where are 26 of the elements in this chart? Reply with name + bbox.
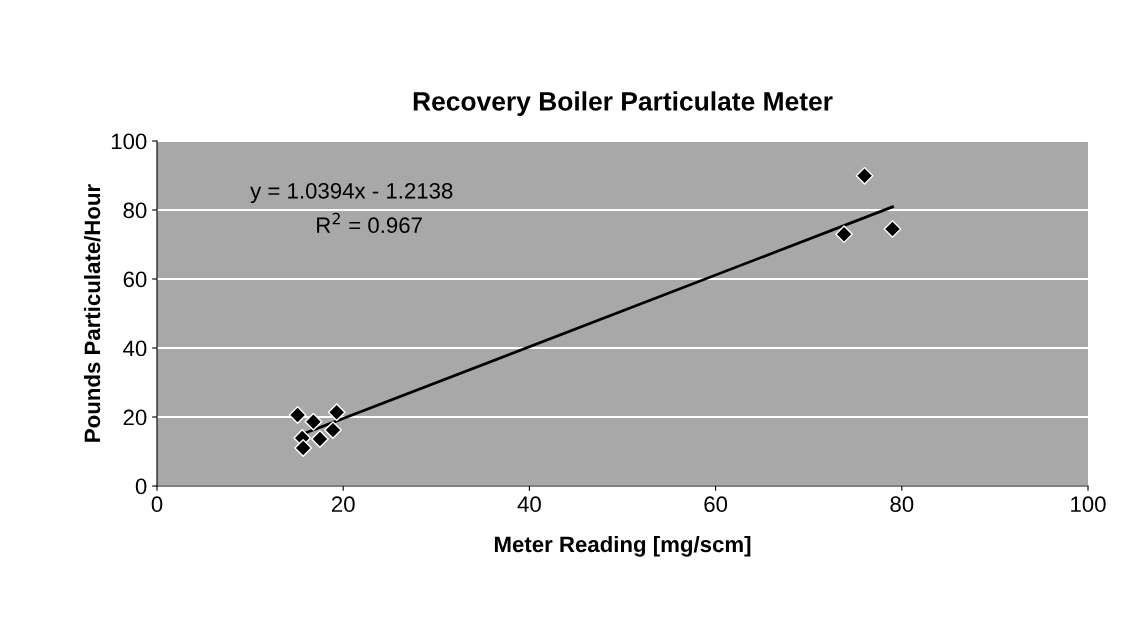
y-tick-label: 100 <box>111 133 147 150</box>
y-tick-label: 0 <box>135 478 147 495</box>
annotation: R$^{2}$ = 0.967 <box>317 212 422 234</box>
point <box>311 430 329 448</box>
point <box>288 406 307 424</box>
point <box>304 412 323 431</box>
x-tick-label: 0 <box>151 496 163 513</box>
point <box>835 225 853 244</box>
x-tick-label: 80 <box>890 496 914 513</box>
x-tick-label: 40 <box>517 496 541 513</box>
y-axis-title: Pounds Particulate/Hour <box>83 184 101 442</box>
y-tick-label: 40 <box>123 340 147 357</box>
point <box>855 166 874 185</box>
x-tick-label: 60 <box>704 496 728 513</box>
y-tick-label: 60 <box>123 271 147 288</box>
point <box>327 403 346 422</box>
y-tick-label: 80 <box>123 202 147 219</box>
point <box>883 220 902 238</box>
x-tick-label: 100 <box>1071 496 1106 513</box>
x-axis-title: Meter Reading [mg/scm] <box>494 535 751 557</box>
annotation: y = 1.0394x - 1.2138 <box>250 182 453 204</box>
point <box>294 439 313 457</box>
point <box>324 421 342 440</box>
x-tick-label: 20 <box>331 496 355 513</box>
y-tick-label: 20 <box>123 409 147 426</box>
chart-title: Recovery Boiler Particulate Meter <box>413 91 833 116</box>
